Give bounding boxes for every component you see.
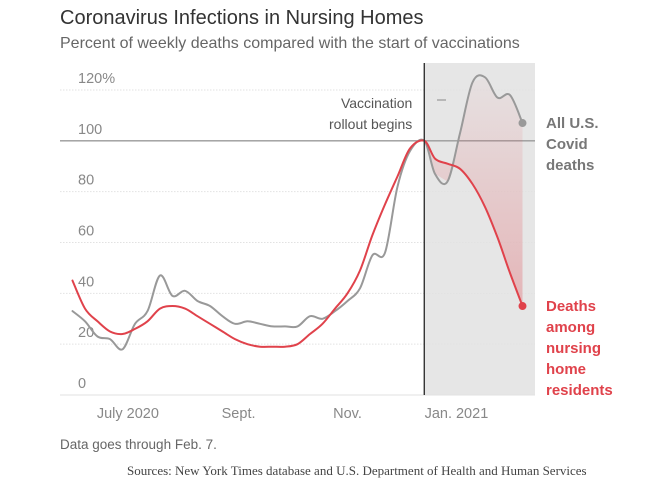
x-tick-label: Sept.	[222, 406, 256, 422]
nursing-home-deaths-label: home	[546, 361, 586, 378]
series-lines	[71, 74, 527, 351]
y-tick-label: 80	[78, 173, 94, 189]
x-tick-label: Jan. 2021	[425, 406, 489, 422]
series-labels: All U.S. Covid deaths Deaths among nursing hom…	[546, 115, 613, 399]
annotation-line: rollout begins	[329, 116, 412, 132]
data-note: Data goes through Feb. 7.	[60, 437, 217, 452]
difference-shading	[424, 77, 523, 306]
y-tick-label: 100	[78, 122, 102, 138]
all-us-covid-deaths-endpoint	[518, 119, 527, 128]
y-tick-label: 0	[78, 376, 86, 392]
y-tick-label: 40	[78, 274, 94, 290]
nursing-home-deaths-label: nursing	[546, 340, 601, 357]
chart-title: Coronavirus Infections in Nursing Homes	[60, 7, 424, 29]
nursing-home-deaths-label: among	[546, 319, 595, 336]
nursing-home-deaths-label: residents	[546, 382, 613, 399]
all-us-covid-deaths-label: All U.S.	[546, 115, 599, 132]
annotation-line: Vaccination	[341, 95, 412, 111]
all-us-covid-deaths-label: deaths	[546, 157, 594, 174]
all-us-covid-deaths-line	[71, 74, 524, 351]
y-tick-label: 120%	[78, 71, 115, 87]
x-axis-ticks: July 2020 Sept. Nov. Jan. 2021	[97, 406, 488, 422]
y-tick-label: 20	[78, 325, 94, 341]
y-tick-label: 60	[78, 224, 94, 240]
all-us-covid-deaths-label: Covid	[546, 136, 588, 153]
chart-subtitle: Percent of weekly deaths compared with t…	[60, 35, 520, 52]
x-tick-label: July 2020	[97, 406, 159, 422]
y-axis-ticks: 0 20 40 60 80 100 120%	[78, 71, 115, 392]
vaccination-annotation: Vaccination rollout begins	[329, 95, 412, 132]
x-tick-label: Nov.	[333, 406, 362, 422]
nursing-home-deaths-line	[71, 139, 524, 348]
nursing-home-deaths-label: Deaths	[546, 298, 596, 315]
source-note: Sources: New York Times database and U.S…	[127, 463, 587, 478]
nursing-home-deaths-endpoint	[518, 302, 527, 311]
